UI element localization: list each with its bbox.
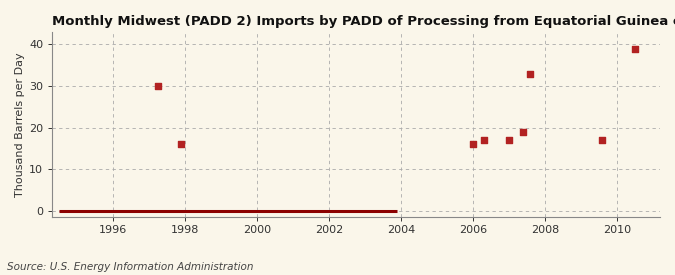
Text: Source: U.S. Energy Information Administration: Source: U.S. Energy Information Administ… xyxy=(7,262,253,272)
Point xyxy=(525,71,536,76)
Text: Monthly Midwest (PADD 2) Imports by PADD of Processing from Equatorial Guinea of: Monthly Midwest (PADD 2) Imports by PADD… xyxy=(51,15,675,28)
Point xyxy=(504,138,514,142)
Point xyxy=(518,130,529,134)
Point xyxy=(467,142,478,146)
Point xyxy=(629,46,640,51)
Point xyxy=(153,84,163,88)
Point xyxy=(478,138,489,142)
Point xyxy=(176,142,186,146)
Point xyxy=(597,138,608,142)
Y-axis label: Thousand Barrels per Day: Thousand Barrels per Day xyxy=(15,52,25,197)
